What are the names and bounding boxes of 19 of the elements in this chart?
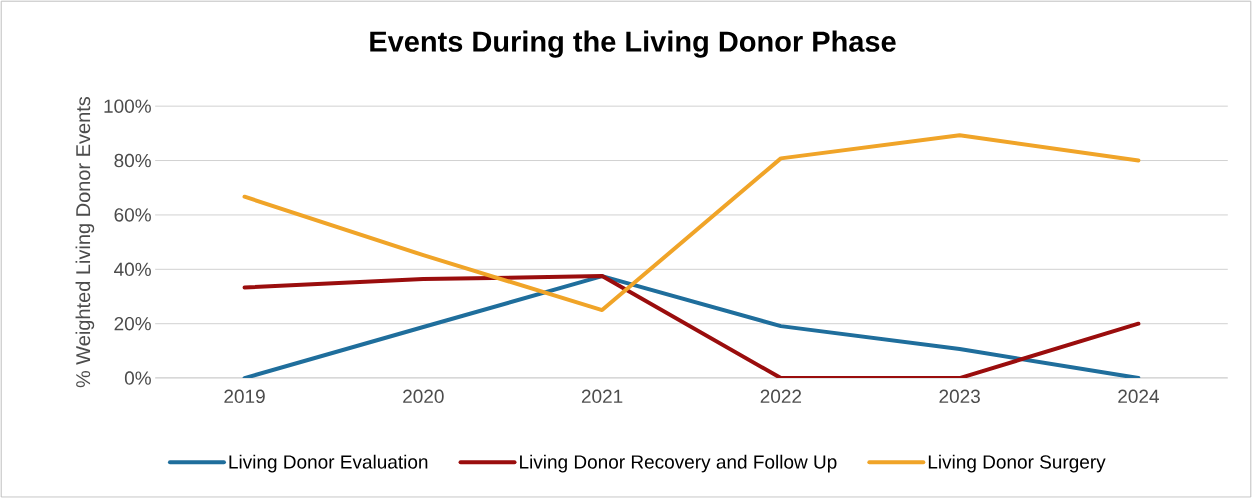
legend-label: Living Donor Recovery and Follow Up	[520, 454, 837, 473]
legend-label: Living Donor Surgery	[928, 454, 1106, 473]
y-tick-label: 60%	[114, 208, 151, 222]
line-series	[242, 274, 1141, 378]
y-tick-label: 20%	[114, 316, 151, 331]
y-tick-label: 40%	[114, 262, 151, 276]
x-tick-label: 2020	[403, 389, 444, 403]
line-series	[242, 133, 1141, 312]
x-tick-label: 2019	[224, 389, 265, 403]
chart-title: Events During the Living Donor Phase	[370, 30, 896, 58]
x-tick-label: 2023	[939, 389, 980, 403]
y-tick-label: 100%	[104, 99, 151, 113]
y-tick-label: 0%	[124, 371, 151, 385]
x-tick-label: 2022	[760, 389, 802, 403]
y-axis-title: % Weighted Living Donor Events	[75, 96, 95, 388]
legend-label: Living Donor Evaluation	[229, 454, 428, 473]
x-tick-label: 2024	[1118, 389, 1159, 403]
y-tick-label: 80%	[114, 153, 151, 168]
x-tick-label: 2021	[581, 389, 623, 403]
